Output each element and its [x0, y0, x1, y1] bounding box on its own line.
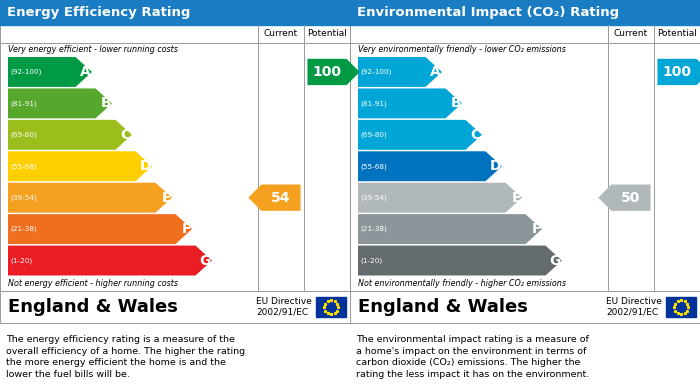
- Text: F: F: [531, 222, 541, 236]
- Polygon shape: [8, 57, 92, 87]
- Text: 50: 50: [622, 191, 640, 204]
- Polygon shape: [358, 246, 562, 276]
- Polygon shape: [8, 183, 172, 213]
- Text: (55-68): (55-68): [10, 163, 36, 170]
- Text: Current: Current: [614, 29, 648, 38]
- Text: E: E: [162, 191, 171, 204]
- Text: Very energy efficient - lower running costs: Very energy efficient - lower running co…: [8, 45, 178, 54]
- Text: (1-20): (1-20): [360, 257, 382, 264]
- Text: Very environmentally friendly - lower CO₂ emissions: Very environmentally friendly - lower CO…: [358, 45, 566, 54]
- Text: 54: 54: [272, 191, 290, 204]
- Polygon shape: [358, 57, 442, 87]
- Polygon shape: [248, 185, 300, 211]
- Text: D: D: [489, 159, 501, 173]
- Bar: [350, 291, 700, 323]
- Text: (92-100): (92-100): [10, 69, 41, 75]
- Polygon shape: [8, 120, 132, 150]
- Polygon shape: [358, 183, 522, 213]
- Text: B: B: [100, 97, 111, 110]
- Text: G: G: [199, 253, 211, 267]
- Text: Potential: Potential: [657, 29, 697, 38]
- Bar: [0, 25, 350, 291]
- Text: Current: Current: [264, 29, 298, 38]
- Text: 100: 100: [312, 65, 342, 79]
- Text: (69-80): (69-80): [10, 131, 36, 138]
- Text: A: A: [80, 65, 91, 79]
- Polygon shape: [657, 59, 700, 85]
- Text: The environmental impact rating is a measure of
a home's impact on the environme: The environmental impact rating is a mea…: [356, 335, 589, 379]
- Bar: [666, 297, 696, 317]
- Text: (1-20): (1-20): [10, 257, 32, 264]
- Text: G: G: [550, 253, 561, 267]
- Polygon shape: [358, 88, 462, 118]
- Bar: [350, 25, 700, 291]
- Text: The energy efficiency rating is a measure of the
overall efficiency of a home. T: The energy efficiency rating is a measur…: [6, 335, 245, 379]
- Polygon shape: [8, 151, 152, 181]
- Text: (69-80): (69-80): [360, 131, 386, 138]
- Text: Potential: Potential: [307, 29, 347, 38]
- Text: C: C: [470, 128, 481, 142]
- Bar: [350, 0, 700, 25]
- Polygon shape: [307, 59, 360, 85]
- Text: D: D: [139, 159, 151, 173]
- Text: (39-54): (39-54): [360, 194, 386, 201]
- Text: E: E: [512, 191, 521, 204]
- Text: Energy Efficiency Rating: Energy Efficiency Rating: [7, 6, 190, 19]
- Text: Environmental Impact (CO₂) Rating: Environmental Impact (CO₂) Rating: [357, 6, 619, 19]
- Polygon shape: [358, 151, 502, 181]
- Text: Not energy efficient - higher running costs: Not energy efficient - higher running co…: [8, 280, 178, 289]
- Polygon shape: [358, 214, 542, 244]
- Polygon shape: [8, 214, 192, 244]
- Text: (81-91): (81-91): [10, 100, 36, 107]
- Text: Not environmentally friendly - higher CO₂ emissions: Not environmentally friendly - higher CO…: [358, 280, 566, 289]
- Bar: [316, 297, 346, 317]
- Polygon shape: [358, 120, 482, 150]
- Text: (39-54): (39-54): [10, 194, 36, 201]
- Text: (21-38): (21-38): [10, 226, 36, 232]
- Bar: [0, 0, 350, 25]
- Text: (21-38): (21-38): [360, 226, 386, 232]
- Text: (55-68): (55-68): [360, 163, 386, 170]
- Bar: [0, 291, 350, 323]
- Text: A: A: [430, 65, 441, 79]
- Polygon shape: [8, 88, 112, 118]
- Text: (81-91): (81-91): [360, 100, 386, 107]
- Text: (92-100): (92-100): [360, 69, 391, 75]
- Polygon shape: [8, 246, 212, 276]
- Text: 100: 100: [662, 65, 692, 79]
- Text: F: F: [181, 222, 191, 236]
- Text: England & Wales: England & Wales: [8, 298, 178, 316]
- Text: England & Wales: England & Wales: [358, 298, 528, 316]
- Text: C: C: [120, 128, 131, 142]
- Text: B: B: [450, 97, 461, 110]
- Text: EU Directive
2002/91/EC: EU Directive 2002/91/EC: [256, 297, 312, 317]
- Polygon shape: [598, 185, 650, 211]
- Text: EU Directive
2002/91/EC: EU Directive 2002/91/EC: [606, 297, 662, 317]
